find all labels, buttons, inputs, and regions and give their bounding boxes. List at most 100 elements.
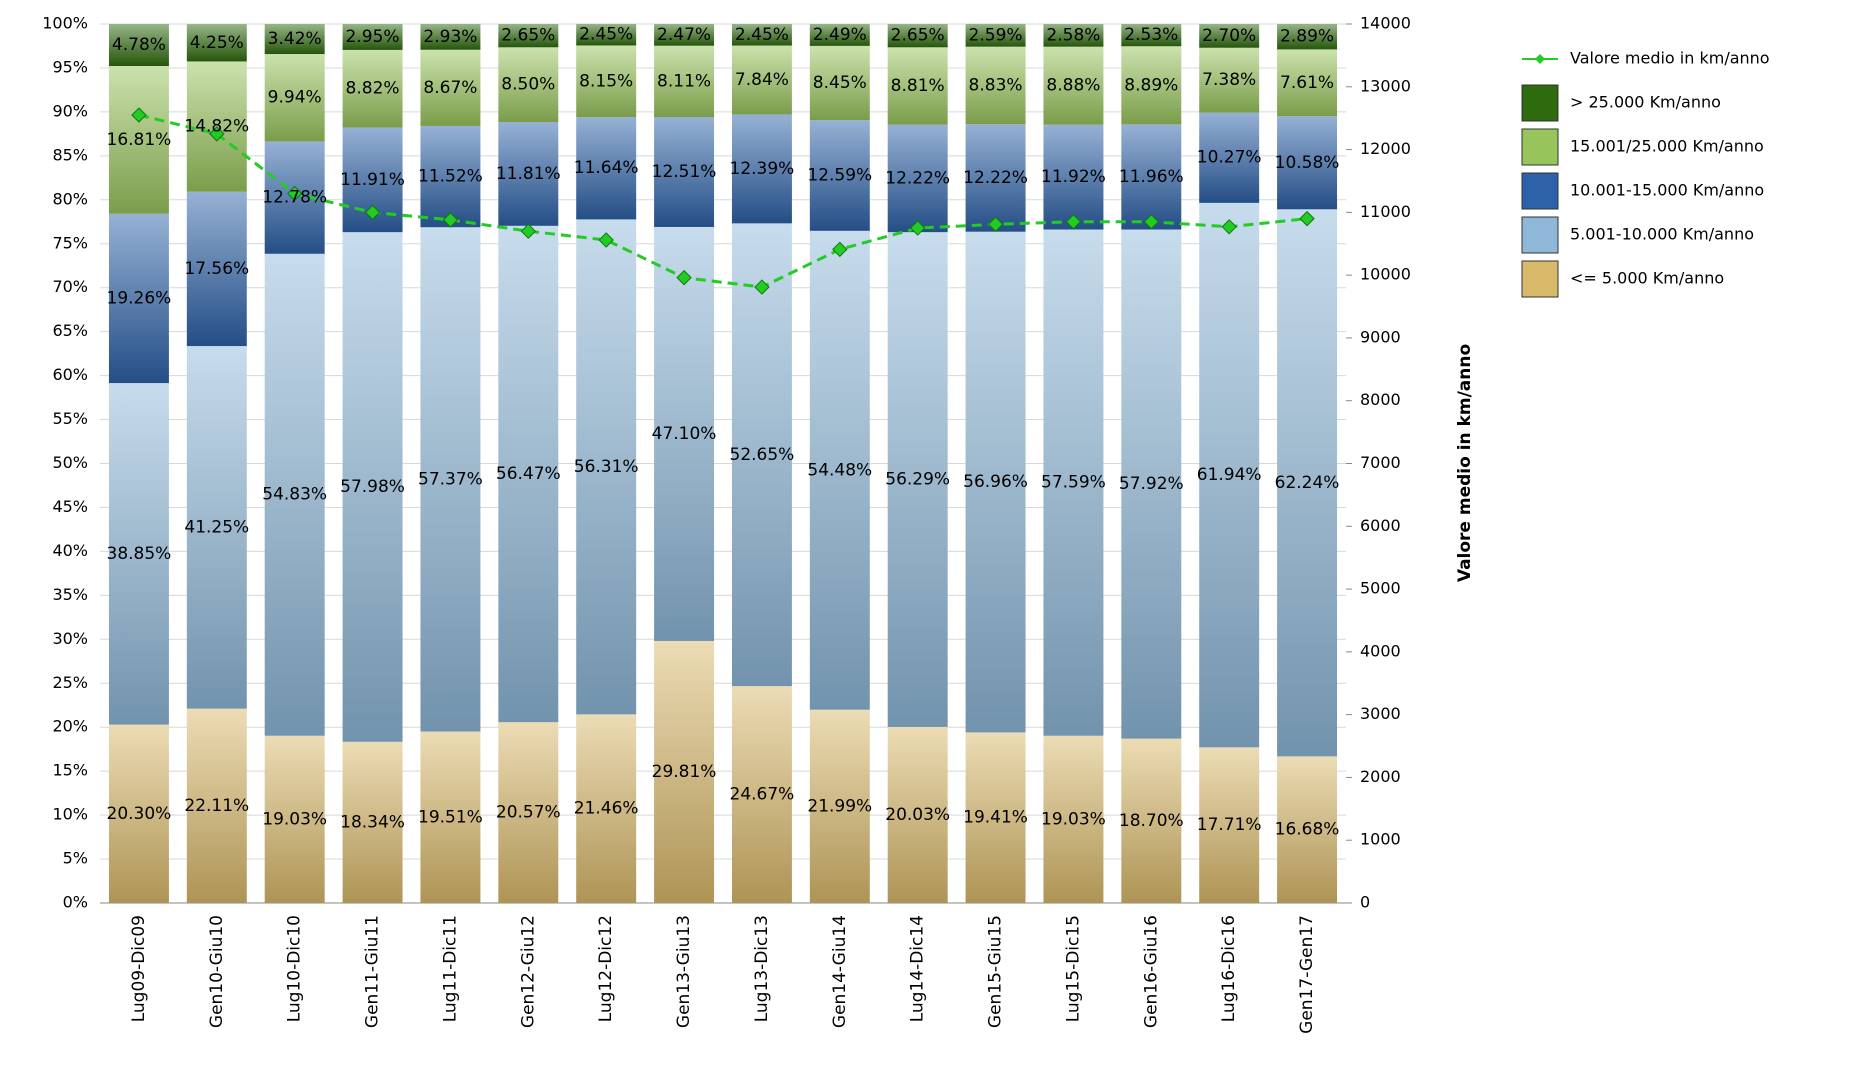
line-marker xyxy=(1299,210,1315,227)
bar-segment xyxy=(731,114,792,224)
data-label: 2.70% xyxy=(1202,26,1256,46)
data-label: 62.24% xyxy=(1275,473,1340,493)
bar-segment xyxy=(1199,47,1260,113)
data-label: 9.94% xyxy=(268,88,322,108)
data-label: 21.46% xyxy=(574,799,639,819)
x-tick-label: Gen15-Giu15 xyxy=(986,915,1006,1028)
bar-segment xyxy=(576,714,637,903)
x-tick-label: Lug15-Dic15 xyxy=(1063,915,1083,1022)
bar-segment xyxy=(420,24,481,50)
bar-segment xyxy=(420,227,481,732)
bar-segment xyxy=(1277,24,1338,50)
data-label: 8.88% xyxy=(1046,76,1100,96)
bar-segment xyxy=(342,741,403,903)
bar-segment xyxy=(887,47,948,125)
bar-segment xyxy=(1199,202,1260,748)
bar-segment xyxy=(1277,116,1338,210)
bar-segment xyxy=(654,45,715,117)
line-marker xyxy=(598,232,614,248)
bar-segment xyxy=(342,24,403,50)
x-tick-label: Lug11-Dic11 xyxy=(440,915,460,1022)
bar-segment xyxy=(1199,747,1260,903)
data-label: 8.45% xyxy=(813,73,867,93)
data-label: 3.42% xyxy=(268,29,322,49)
bar-segment xyxy=(576,23,637,46)
bar-segment xyxy=(498,122,559,226)
data-label: 7.84% xyxy=(735,70,789,90)
data-label: 41.25% xyxy=(184,517,249,537)
bar-segment xyxy=(1043,124,1104,230)
bar-segment xyxy=(809,709,870,903)
bar-segment xyxy=(264,735,325,903)
bar-segment xyxy=(1121,46,1182,125)
data-label: 2.47% xyxy=(657,25,711,45)
y-tick-label: 20% xyxy=(52,717,88,736)
bar-segment xyxy=(1277,209,1338,757)
legend-label: 5.001-10.000 Km/anno xyxy=(1570,225,1754,244)
bar-segment xyxy=(498,225,559,723)
y-tick-label: 50% xyxy=(52,453,88,472)
x-tick-label: Lug16-Dic16 xyxy=(1219,915,1239,1022)
data-label: 12.51% xyxy=(652,162,717,182)
bar-segment xyxy=(420,731,481,903)
bar-segment xyxy=(186,24,247,62)
y-tick-label: 15% xyxy=(52,761,88,780)
y2-tick-label: 8000 xyxy=(1360,390,1401,409)
data-label: 12.39% xyxy=(730,159,795,179)
data-label: 11.64% xyxy=(574,158,639,178)
line-marker xyxy=(209,126,225,142)
x-tick-label: Gen16-Giu16 xyxy=(1141,915,1161,1028)
bar-segment xyxy=(420,49,481,126)
bar-segment xyxy=(809,230,870,710)
bar-segment xyxy=(1043,735,1104,903)
data-label: 56.47% xyxy=(496,464,561,484)
data-label: 2.65% xyxy=(501,26,555,46)
data-label: 8.67% xyxy=(423,78,477,98)
data-label: 18.34% xyxy=(340,812,405,832)
bar-segment xyxy=(576,219,637,715)
bar-segment xyxy=(186,708,247,903)
y-tick-label: 80% xyxy=(52,189,88,208)
data-label: 2.93% xyxy=(423,27,477,47)
bar-segment xyxy=(342,49,403,128)
bar-segment xyxy=(576,45,637,118)
x-tick-label: Lug10-Dic10 xyxy=(285,915,305,1022)
bar-segment xyxy=(731,24,792,46)
x-tick-label: Gen11-Giu11 xyxy=(363,915,383,1028)
bar-segment xyxy=(498,24,559,48)
data-label: 24.67% xyxy=(730,785,795,805)
bar-segment xyxy=(809,45,870,121)
bar-segment xyxy=(654,116,715,227)
y2-tick-label: 9000 xyxy=(1360,327,1401,346)
x-tick-label: Gen12-Giu12 xyxy=(518,915,538,1028)
data-label: 57.98% xyxy=(340,477,405,497)
bar-segment xyxy=(654,226,715,641)
data-label: 11.92% xyxy=(1041,167,1106,187)
data-label: 8.11% xyxy=(657,71,711,91)
legend-swatch xyxy=(1521,172,1559,210)
bar-segment xyxy=(965,46,1026,125)
line-marker xyxy=(1221,219,1237,235)
y2-tick-label: 14000 xyxy=(1360,14,1411,33)
line-marker xyxy=(1065,214,1082,230)
bar-segment xyxy=(1277,756,1338,903)
y2-tick-label: 4000 xyxy=(1360,641,1401,660)
line-marker xyxy=(832,241,848,258)
bar-segment xyxy=(264,253,325,736)
data-label: 22.11% xyxy=(184,796,249,816)
x-tick-label: Lug12-Dic12 xyxy=(596,915,616,1022)
bar-segment xyxy=(186,191,247,347)
bar-segment xyxy=(809,24,870,46)
data-label: 56.96% xyxy=(963,472,1028,492)
y-tick-label: 45% xyxy=(52,497,88,516)
data-label: 2.65% xyxy=(891,26,945,46)
data-label: 2.53% xyxy=(1124,25,1178,45)
y2-tick-label: 11000 xyxy=(1360,202,1411,221)
data-label: 2.89% xyxy=(1280,27,1334,47)
x-tick-label: Lug09-Dic09 xyxy=(129,915,149,1022)
y-tick-label: 10% xyxy=(52,805,88,824)
legend-swatch xyxy=(1521,128,1559,166)
x-tick-label: Lug13-Dic13 xyxy=(752,915,772,1022)
data-label: 8.50% xyxy=(501,75,555,95)
bar-segment xyxy=(1199,24,1260,48)
